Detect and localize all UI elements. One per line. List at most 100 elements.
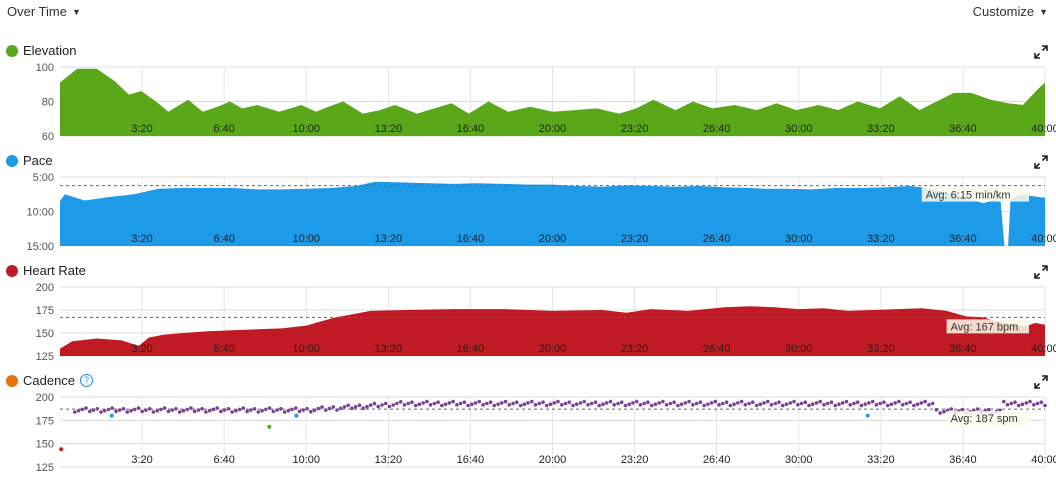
cadence-point — [556, 399, 560, 404]
cadence-point — [537, 401, 542, 406]
cadence-point — [189, 406, 193, 410]
cadence-point — [691, 403, 695, 407]
cadence-point — [443, 402, 448, 406]
cadence-point — [825, 401, 830, 406]
expand-icon[interactable] — [1034, 155, 1048, 169]
cadence-point — [653, 402, 658, 406]
cadence-point — [612, 403, 616, 407]
chevron-down-icon: ▼ — [71, 7, 81, 17]
cadence-point — [792, 399, 796, 404]
cadence-point — [874, 403, 879, 407]
cadence-point — [900, 403, 905, 407]
cadence-point — [451, 399, 455, 404]
heart-rate-legend-dot — [6, 264, 18, 277]
cadence-point — [560, 403, 564, 407]
cadence-point — [234, 408, 238, 413]
cadence-point — [638, 403, 643, 407]
customize-dropdown[interactable]: Customize ▼ — [973, 4, 1048, 19]
average-label: Avg: 6:15 min/km — [926, 190, 1011, 202]
cadence-point — [597, 403, 601, 408]
cadence-point — [852, 401, 856, 406]
series-area — [60, 181, 1045, 246]
x-tick-label: 33:20 — [867, 123, 895, 135]
cadence-point — [702, 403, 706, 408]
x-tick-label: 16:40 — [457, 454, 485, 466]
cadence-point — [736, 401, 740, 405]
expand-icon[interactable] — [1034, 265, 1048, 279]
pace-title-row: Pace — [6, 153, 53, 168]
x-tick-label: 36:40 — [949, 233, 977, 245]
expand-icon[interactable] — [1034, 45, 1048, 59]
cadence-point — [758, 402, 763, 406]
x-tick-label: 20:00 — [539, 343, 567, 355]
cadence-point — [799, 401, 804, 406]
x-tick-label: 10:00 — [292, 123, 320, 135]
cadence-point — [102, 408, 107, 413]
x-tick-label: 33:20 — [867, 454, 895, 466]
cadence-point — [709, 401, 714, 405]
elevation-title: Elevation — [23, 43, 77, 58]
y-tick-label: 200 — [36, 282, 54, 294]
x-tick-label: 6:40 — [213, 123, 234, 135]
x-tick-label: 3:20 — [131, 233, 152, 245]
cadence-point — [271, 409, 276, 414]
cadence-point — [331, 405, 336, 409]
y-tick-label: 80 — [42, 97, 54, 109]
y-tick-label: 150 — [36, 439, 54, 451]
cadence-point — [975, 407, 980, 411]
cadence-point — [698, 400, 703, 404]
cadence-point — [1013, 400, 1017, 404]
cadence-point — [129, 408, 133, 413]
x-tick-label: 40:00 — [1031, 233, 1056, 245]
cadence-point — [237, 407, 242, 412]
cadence-point — [260, 408, 264, 413]
expand-icon[interactable] — [1034, 375, 1048, 389]
cadence-point — [859, 403, 864, 408]
heart-rate-title: Heart Rate — [23, 263, 86, 278]
average-label: Avg: 167 bpm — [951, 321, 1019, 333]
x-tick-label: 36:40 — [949, 454, 977, 466]
cadence-point — [125, 410, 129, 414]
cadence-point — [769, 403, 774, 407]
cadence-point — [338, 406, 343, 411]
cadence-point — [376, 404, 381, 409]
cadence-point — [526, 401, 530, 405]
cadence-point — [870, 399, 875, 404]
cadence-point — [177, 410, 182, 414]
cadence-point — [151, 410, 156, 414]
cadence-point — [327, 406, 332, 411]
x-tick-label: 26:40 — [703, 454, 731, 466]
x-tick-label: 23:20 — [621, 233, 649, 245]
y-tick-label: 15:00 — [26, 241, 54, 253]
cadence-point — [882, 400, 886, 404]
cadence-point — [425, 399, 429, 404]
cadence-point — [814, 401, 819, 405]
cadence-point — [481, 403, 485, 407]
x-tick-label: 36:40 — [949, 123, 977, 135]
help-icon[interactable]: ? — [80, 374, 94, 387]
cadence-point — [747, 401, 751, 406]
cadence-point — [541, 400, 545, 404]
cadence-point — [915, 402, 920, 406]
cadence-point — [833, 403, 837, 408]
cadence-point — [567, 400, 572, 404]
cadence-point — [889, 402, 894, 406]
cadence-chart: 200 175 150 125 Avg: 187 spm 3:20 6:40 10:00 13:… — [36, 392, 1056, 474]
elevation-panel: Elevation 100 80 60 3:20 6:40 10:00 13:20 16:40… — [0, 41, 1056, 151]
cadence-point — [672, 400, 676, 404]
x-tick-label: 26:40 — [703, 343, 731, 355]
cadence-point — [912, 403, 916, 408]
cadence-point — [1024, 401, 1029, 405]
cadence-point — [357, 403, 362, 407]
average-label-bg — [946, 411, 1029, 426]
cadence-point — [1043, 403, 1047, 408]
x-tick-label: 23:20 — [621, 454, 649, 466]
cadence-point — [938, 411, 942, 415]
cadence-point — [147, 407, 152, 411]
cadence-point — [732, 402, 736, 406]
over-time-dropdown[interactable]: Over Time ▼ — [7, 4, 81, 19]
cadence-point — [646, 400, 650, 404]
cadence-point — [346, 403, 351, 408]
x-tick-label: 10:00 — [292, 454, 320, 466]
cadence-point — [642, 401, 646, 406]
